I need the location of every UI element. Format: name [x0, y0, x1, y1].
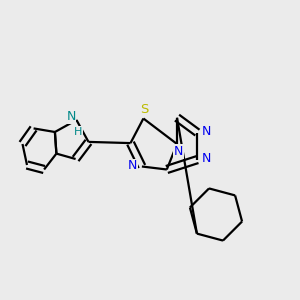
Text: N: N — [174, 145, 183, 158]
Text: N: N — [202, 152, 211, 166]
Text: S: S — [140, 103, 148, 116]
Text: N: N — [66, 110, 76, 123]
Text: N: N — [202, 125, 211, 139]
Text: H: H — [74, 127, 82, 137]
Text: N: N — [128, 159, 137, 172]
